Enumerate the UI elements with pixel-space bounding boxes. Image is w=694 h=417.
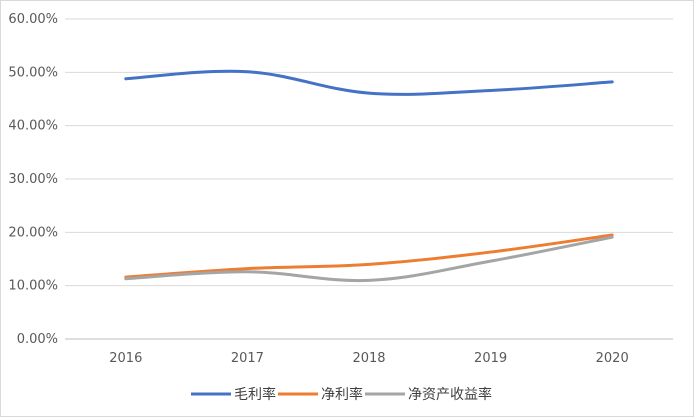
legend-label: 毛利率 (234, 386, 276, 403)
y-axis-labels: 0.00% 10.00% 20.00% 30.00% 40.00% 50.00% 60.00… (8, 12, 58, 347)
series-line-1 (124, 69, 614, 96)
series-line-2 (124, 233, 614, 279)
legend: 毛利率 净利率 净资产收益率 (191, 386, 492, 403)
y-tick-label: 20.00% (8, 225, 58, 240)
legend-label: 净资产收益率 (408, 386, 492, 403)
series-lines (124, 69, 614, 283)
y-tick-label: 30.00% (8, 172, 58, 187)
legend-label: 净利率 (321, 386, 363, 403)
x-tick-label: 2016 (109, 351, 142, 366)
x-tick-label: 2017 (231, 351, 264, 366)
gridlines (65, 18, 673, 340)
y-tick-label: 10.00% (8, 279, 58, 294)
x-tick-label: 2018 (352, 351, 385, 366)
x-axis-labels: 2016 2017 2018 2019 2020 (109, 351, 628, 366)
y-tick-label: 0.00% (17, 332, 58, 347)
y-tick-label: 40.00% (8, 119, 58, 134)
x-tick-label: 2019 (474, 351, 507, 366)
x-tick-label: 2020 (596, 351, 629, 366)
legend-item-1: 毛利率 (191, 386, 276, 403)
legend-item-3: 净资产收益率 (365, 386, 492, 403)
legend-item-2: 净利率 (278, 386, 363, 403)
y-tick-label: 60.00% (8, 12, 58, 27)
y-tick-label: 50.00% (8, 65, 58, 80)
series-line-3 (124, 235, 614, 283)
